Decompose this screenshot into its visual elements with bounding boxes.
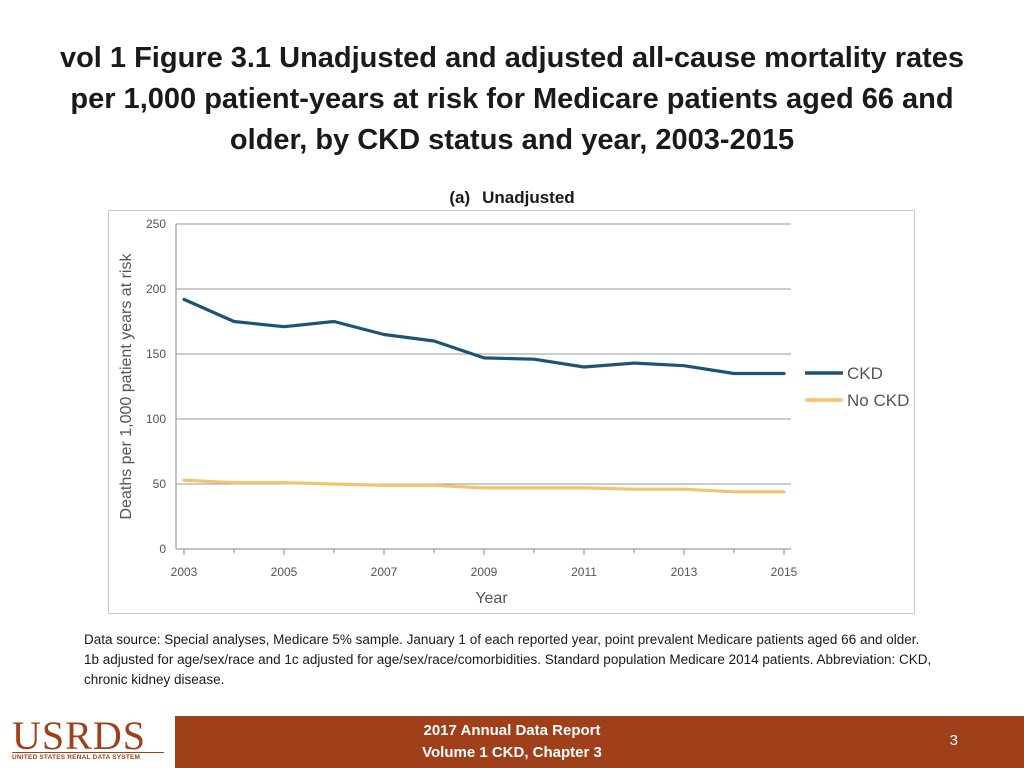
- logo-rule: [12, 752, 164, 753]
- logo-subtitle: UNITED STATES RENAL DATA SYSTEM: [12, 754, 141, 761]
- legend-label-ckd: CKD: [847, 364, 883, 383]
- x-tick-label-2007: 2007: [371, 565, 398, 579]
- footer-report-title: 2017 Annual Data Report Volume 1 CKD, Ch…: [300, 720, 724, 764]
- y-tick-label-100: 100: [146, 412, 166, 426]
- chart-container: 0 50 100 150 200 250 2003 2005 2007 2009 2011 2013 2…: [108, 210, 915, 614]
- y-tick-label-250: 250: [146, 217, 166, 231]
- x-tick-label-2011: 2011: [571, 565, 597, 579]
- footer-bar: USRDS UNITED STATES RENAL DATA SYSTEM 20…: [0, 713, 1024, 768]
- logo-text: USRDS: [12, 713, 146, 758]
- line-chart: 0 50 100 150 200 250 2003 2005 2007 2009 2011 2013 2…: [118, 217, 909, 607]
- footer-line-1: 2017 Annual Data Report: [423, 722, 601, 739]
- x-tick-label-2009: 2009: [471, 565, 498, 579]
- y-tick-label-0: 0: [159, 542, 166, 556]
- x-tick-label-2003: 2003: [171, 565, 198, 579]
- x-tick-label-2015: 2015: [771, 565, 798, 579]
- series-line-ckd: [182, 297, 786, 376]
- footer-line-2: Volume 1 CKD, Chapter 3: [422, 744, 602, 761]
- slide-title: vol 1 Figure 3.1 Unadjusted and adjusted…: [59, 42, 965, 156]
- x-tick-label-2013: 2013: [671, 565, 698, 579]
- series-line-no-ckd: [182, 478, 786, 494]
- x-tick-label-2005: 2005: [271, 565, 298, 579]
- data-source-footnote: Data source: Special analyses, Medicare …: [84, 632, 932, 687]
- legend-label-no-ckd: No CKD: [847, 391, 909, 410]
- usrds-logo: USRDS UNITED STATES RENAL DATA SYSTEM: [0, 713, 175, 768]
- y-tick-label-150: 150: [146, 347, 166, 361]
- panel-label: (a) Unadjusted: [0, 188, 1024, 208]
- y-tick-label-200: 200: [146, 282, 166, 296]
- panel-name: Unadjusted: [482, 188, 575, 207]
- panel-tag: (a): [449, 188, 471, 207]
- page-number: 3: [949, 732, 958, 749]
- x-axis-title: Year: [475, 590, 508, 607]
- y-axis-title: Deaths per 1,000 patient years at risk: [118, 253, 135, 520]
- y-tick-label-50: 50: [153, 477, 167, 491]
